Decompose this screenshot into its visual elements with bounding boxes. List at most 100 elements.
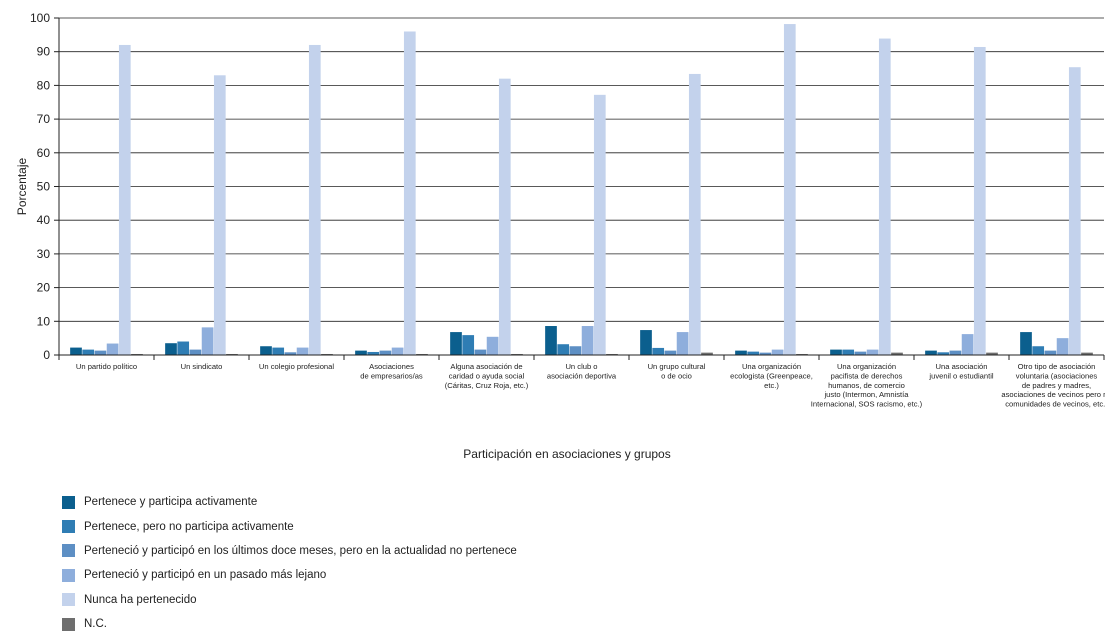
category-label-line: Una asociación [936, 362, 988, 371]
category-labels: Un partido político Un sindicato Un colegi… [76, 362, 1105, 409]
bar [747, 351, 760, 355]
category-label-line: Una organización [837, 362, 896, 371]
bars [70, 24, 1093, 356]
bar [106, 343, 119, 355]
category-label: Una organización pacifista de derechos hum… [811, 362, 923, 409]
bar [878, 38, 891, 355]
category-label: Un partido político [76, 362, 137, 371]
legend-label: Pertenece, pero no participa activamente [84, 520, 294, 533]
bar [82, 349, 95, 355]
category-label-line: Un partido político [76, 362, 137, 371]
category-label: Un grupo cultural o de ocio [648, 362, 706, 380]
bar [783, 24, 796, 355]
legend-label: Perteneció y participó en los últimos do… [84, 544, 517, 557]
bar [1056, 338, 1069, 355]
bar [973, 46, 986, 356]
bar [511, 353, 523, 355]
category-label-line: comunidades de vecinos, etc.) [1005, 400, 1105, 409]
y-tick-label: 50 [37, 180, 51, 194]
legend-label: Perteneció y participó en un pasado más … [84, 569, 327, 582]
bar [569, 346, 582, 355]
bar [1020, 332, 1032, 355]
category-label-line: humanos, de comercio [828, 381, 905, 390]
legend-item: N.C. [62, 612, 517, 636]
y-tick-label: 10 [37, 314, 51, 328]
bar [1044, 350, 1057, 355]
bar [391, 347, 404, 355]
bar [379, 350, 392, 355]
bar [213, 75, 226, 355]
bar [189, 349, 202, 355]
y-tick-label: 80 [37, 78, 51, 92]
y-tick-label: 70 [37, 112, 51, 126]
category-label-line: Un sindicato [181, 362, 223, 371]
bar [664, 350, 677, 355]
bar [118, 44, 131, 356]
y-tick-label: 40 [37, 213, 51, 227]
bar [937, 352, 950, 355]
category-label-line: juvenil o estudiantil [928, 371, 993, 380]
y-tick-label: 0 [43, 348, 50, 362]
bar [284, 352, 297, 355]
category-label-line: pacifista de derechos [831, 371, 903, 380]
legend-label: Nunca ha pertenecido [84, 593, 197, 606]
bar [581, 326, 594, 355]
bar [688, 73, 701, 355]
gridlines [59, 17, 1104, 322]
bar [1068, 67, 1081, 356]
category-label-line: ecologista (Greenpeace, [730, 371, 813, 380]
bar [474, 349, 487, 355]
axes [54, 17, 1105, 360]
bar [842, 349, 855, 355]
x-axis-title: Participación en asociaciones y grupos [463, 447, 670, 461]
bar [165, 343, 177, 355]
bar [1081, 352, 1093, 355]
bar [450, 332, 462, 355]
bar [640, 330, 652, 355]
bar [866, 349, 879, 355]
bar [759, 352, 772, 355]
bar [925, 350, 937, 355]
bar [771, 349, 784, 355]
bar-chart: 0 10 20 30 40 50 60 70 80 90 100 Un partido políti… [15, 11, 1105, 461]
bar [272, 347, 285, 355]
legend-swatch [62, 617, 75, 631]
y-tick-label: 30 [37, 247, 51, 261]
legend-label: N.C. [84, 618, 107, 631]
legend-item: Perteneció y participó en los últimos do… [62, 539, 517, 563]
y-tick-label: 90 [37, 45, 51, 59]
bar [961, 334, 974, 355]
bar [735, 350, 747, 355]
category-label: Un colegio profesional [259, 362, 334, 371]
category-label-line: de empresarios/as [360, 371, 423, 380]
bar [652, 347, 665, 355]
legend: Pertenece y participa activamente Pertene… [62, 490, 517, 636]
category-label-line: (Cáritas, Cruz Roja, etc.) [445, 381, 529, 390]
bar [796, 353, 808, 355]
bar [177, 341, 190, 355]
legend-swatch [62, 520, 75, 534]
bar [486, 336, 499, 355]
y-tick-label: 100 [30, 11, 50, 25]
legend-swatch [62, 495, 75, 509]
bar [854, 351, 867, 355]
bar [676, 332, 689, 355]
bar [557, 344, 570, 355]
bar [308, 44, 321, 356]
category-label-line: Alguna asociación de [450, 362, 522, 371]
category-label: Un club o asociación deportiva [547, 362, 617, 380]
category-label-line: Un grupo cultural [648, 362, 706, 371]
bar [949, 350, 962, 355]
category-label-line: Otro tipo de asociación [1018, 362, 1096, 371]
bar [131, 353, 143, 355]
y-tick-label: 60 [37, 146, 51, 160]
bar [1032, 346, 1045, 355]
bar [201, 327, 214, 355]
category-label-line: justo (Intermon, Amnistía [824, 390, 910, 399]
bar [94, 350, 107, 355]
category-label-line: caridad o ayuda social [449, 371, 525, 380]
bar [593, 94, 606, 355]
category-label-line: Internacional, SOS racismo, etc.) [811, 400, 923, 409]
legend-swatch [62, 568, 75, 582]
y-tick-label: 20 [37, 281, 51, 295]
